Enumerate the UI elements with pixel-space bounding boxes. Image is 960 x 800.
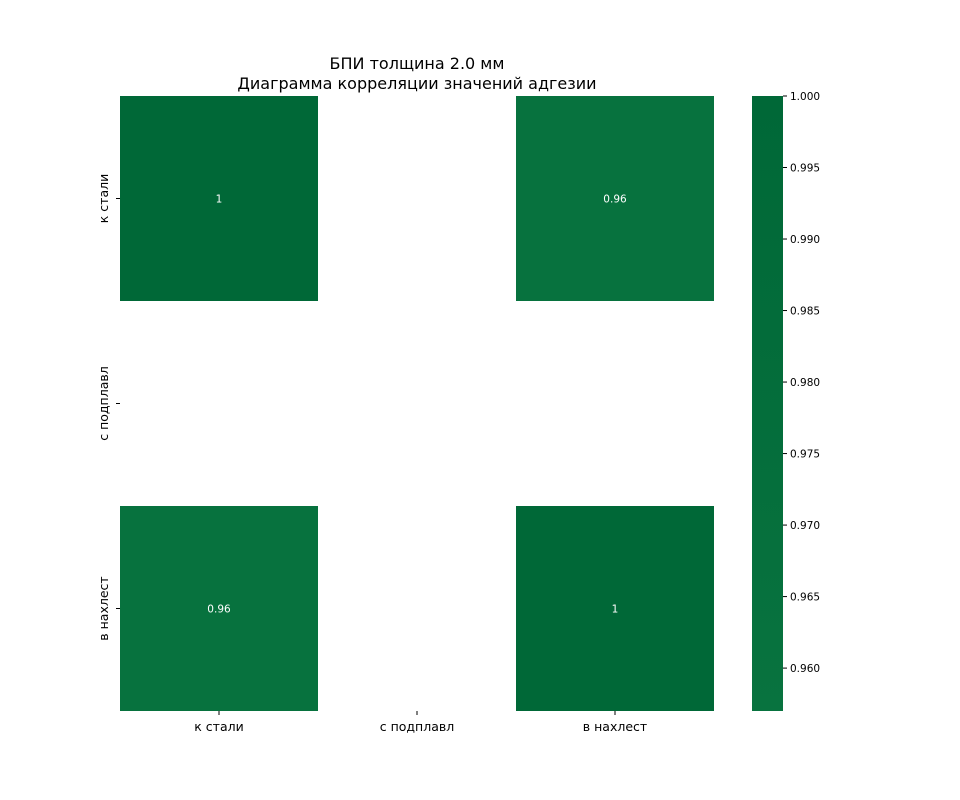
y-axis: к стали с подплавл в нахлест xyxy=(96,174,120,641)
chart-title-line1: БПИ толщина 2.0 мм xyxy=(330,54,505,73)
colorbar-gradient xyxy=(752,96,783,711)
x-tick-label: в нахлест xyxy=(583,719,647,734)
x-axis: к стали с подплавл в нахлест xyxy=(194,711,647,734)
colorbar-tick-label: 0.965 xyxy=(790,592,820,604)
colorbar-tick-label: 0.975 xyxy=(790,449,820,461)
colorbar-tick-label: 0.970 xyxy=(790,520,820,532)
x-tick-label: к стали xyxy=(194,719,243,734)
cell-annotation: 1 xyxy=(612,604,619,616)
heatmap-cell xyxy=(120,506,318,711)
y-tick-label: с подплавл xyxy=(96,366,111,441)
heatmap-cell xyxy=(516,506,714,711)
colorbar-tick-label: 0.990 xyxy=(790,234,820,246)
heatmap-cell xyxy=(516,96,714,301)
heatmap-cell xyxy=(120,96,318,301)
cell-annotation: 0.96 xyxy=(603,194,627,206)
colorbar-tick-label: 0.980 xyxy=(790,377,820,389)
x-tick-label: с подплавл xyxy=(380,719,455,734)
colorbar-tick-label: 0.995 xyxy=(790,163,820,175)
chart-title-line2: Диаграмма корреляции значений адгезии xyxy=(237,74,596,93)
y-tick-label: в нахлест xyxy=(96,576,111,640)
y-tick-label: к стали xyxy=(96,174,111,223)
colorbar: 0.960 0.965 0.970 0.975 0.980 0.985 0.990 0.995… xyxy=(752,91,820,711)
heatmap-cells: 1 0.96 0.96 1 xyxy=(120,96,714,711)
cell-annotation: 1 xyxy=(216,194,223,206)
cell-annotation: 0.96 xyxy=(207,604,231,616)
colorbar-tick-label: 0.960 xyxy=(790,663,820,675)
colorbar-tick-label: 1.000 xyxy=(790,91,820,103)
colorbar-tick-label: 0.985 xyxy=(790,306,820,318)
